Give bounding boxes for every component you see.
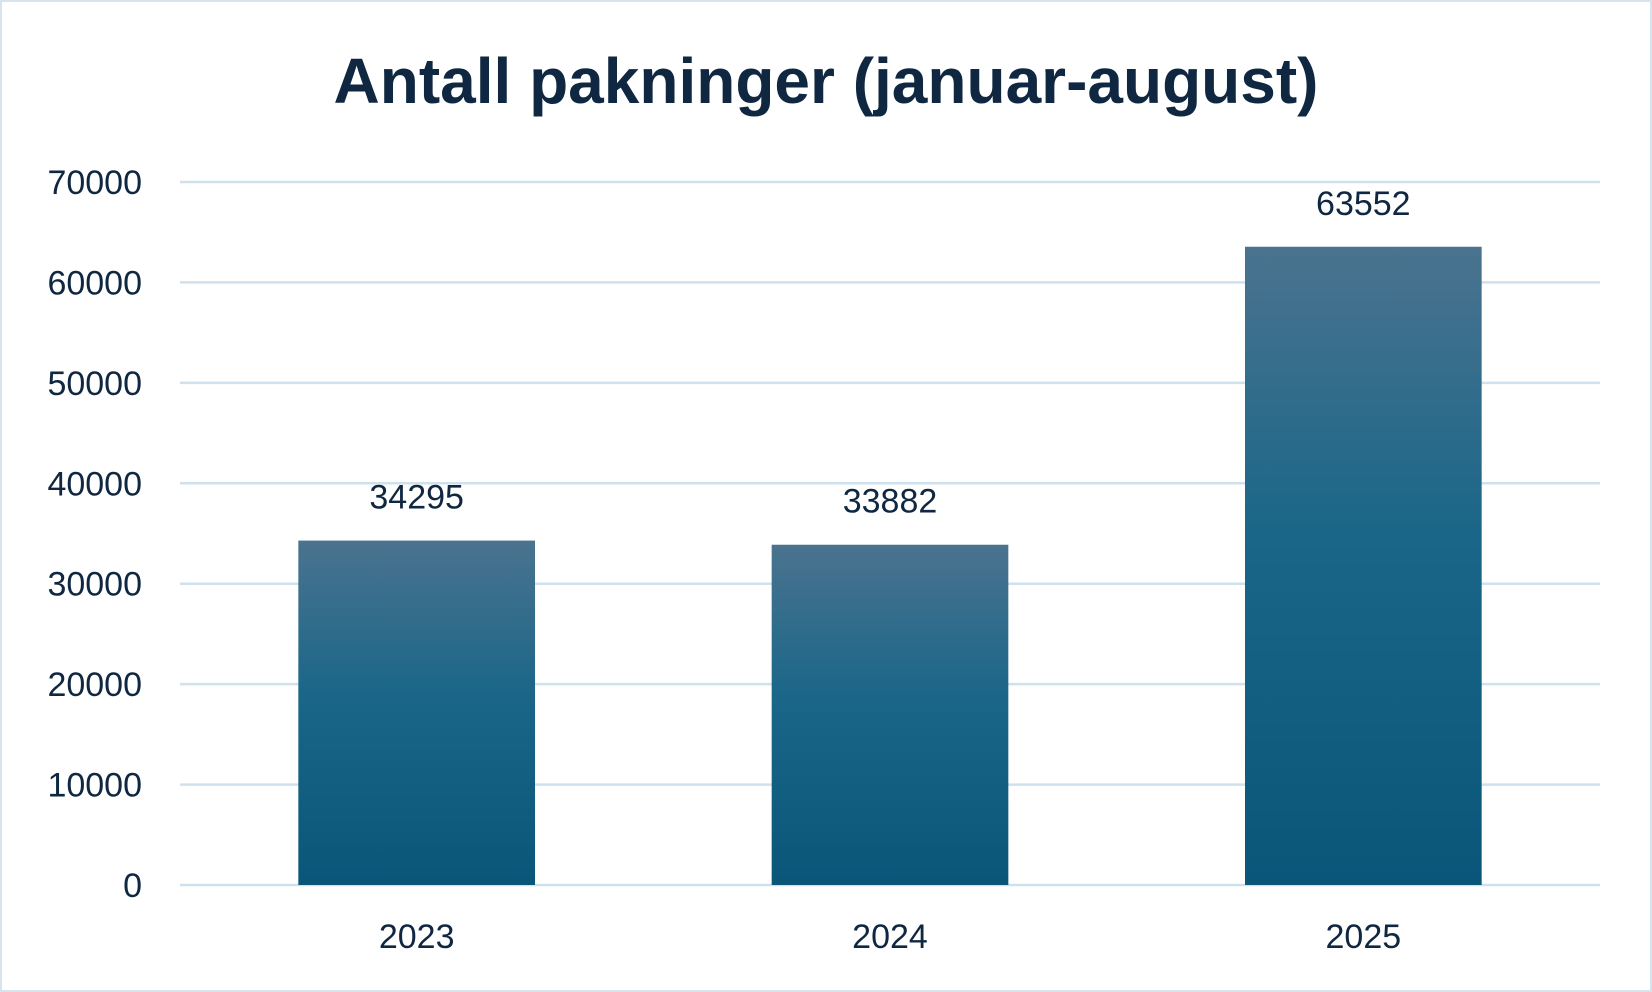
x-tick-label-2023: 2023 — [379, 918, 455, 956]
bars — [298, 246, 1482, 885]
data-label-2025: 63552 — [1316, 185, 1411, 223]
bar-2024 — [771, 544, 1009, 885]
y-tick-label: 40000 — [47, 465, 142, 503]
y-tick-label: 10000 — [47, 767, 142, 805]
x-tick-label-2024: 2024 — [852, 918, 928, 956]
y-axis-ticks: 0 10000 20000 30000 40000 50000 60000 70000 — [47, 164, 142, 905]
data-label-2024: 33882 — [843, 483, 938, 521]
y-tick-label: 30000 — [47, 566, 142, 604]
y-tick-label: 60000 — [47, 264, 142, 302]
data-label-2023: 34295 — [369, 479, 464, 517]
y-tick-label: 20000 — [47, 666, 142, 704]
y-tick-label: 70000 — [47, 164, 142, 202]
data-labels: 34295 33882 63552 — [369, 185, 1410, 521]
bar-2023 — [298, 540, 535, 885]
chart-title: Antall pakninger (januar-august) — [334, 45, 1319, 117]
y-tick-label: 0 — [123, 867, 142, 905]
x-axis-ticks: 2023 2024 2025 — [379, 918, 1401, 956]
y-tick-label: 50000 — [47, 365, 142, 403]
x-tick-label-2025: 2025 — [1326, 918, 1402, 956]
bar-2025 — [1245, 246, 1482, 885]
